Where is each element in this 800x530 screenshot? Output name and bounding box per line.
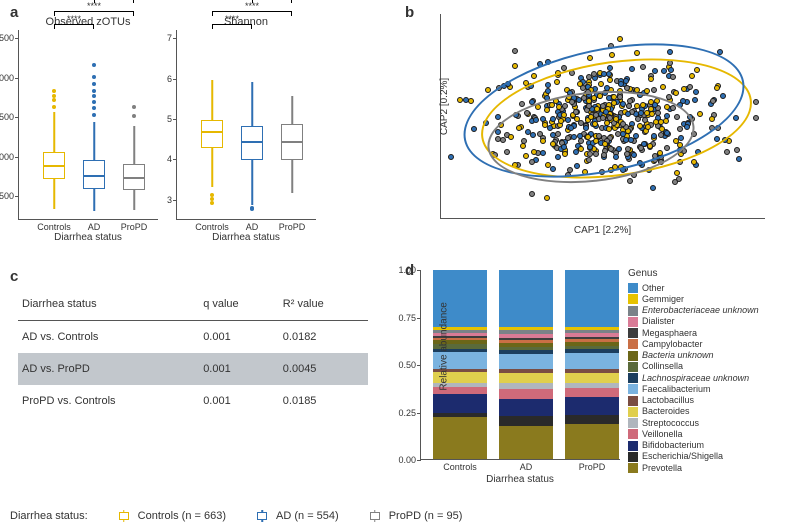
scatter-point	[736, 156, 742, 162]
genus-legend: GenusOtherGemmigerEnterobacteriaceae unk…	[628, 268, 759, 485]
legend-item: Megasphaera	[628, 328, 759, 339]
stacked-bar	[565, 270, 619, 459]
scatter-point	[529, 191, 535, 197]
legend-item: Bacteria unknown	[628, 350, 759, 361]
panel-c: Diarrhea statusq valueR² valueAD vs. Con…	[18, 290, 368, 417]
boxplot-area: 5001000150020002500ControlsADProPD******…	[18, 30, 158, 220]
panel-b-label: b	[405, 4, 414, 21]
legend-item: Bacteroides	[628, 406, 759, 417]
legend-item: Faecalibacterium	[628, 384, 759, 395]
boxplot-group	[117, 29, 151, 219]
boxplot-group	[275, 29, 309, 219]
legend-item: Bifidobacterium	[628, 440, 759, 451]
scatter-point	[544, 195, 550, 201]
legend-item: Gemmiger	[628, 294, 759, 305]
panel-c-label: c	[10, 268, 18, 285]
table-row: AD vs. Controls0.0010.0182	[18, 321, 368, 354]
legend-item: Veillonella	[628, 429, 759, 440]
scatter-point	[617, 36, 623, 42]
scatter-point	[753, 99, 759, 105]
legend-item: Collinsella	[628, 361, 759, 372]
panel-d: 0.000.250.500.751.00ControlsADProPD Rela…	[420, 270, 759, 485]
stacked-bar-plot: 0.000.250.500.751.00ControlsADProPD	[420, 270, 620, 460]
boxplot-group	[37, 29, 71, 219]
scatter-point	[457, 97, 463, 103]
scatter-point	[512, 63, 518, 69]
table-header: q value	[199, 290, 279, 321]
legend-item: Streptococcus	[628, 418, 759, 429]
legend-item: Prevotella	[628, 463, 759, 474]
stack-xlabel: Diarrhea status	[420, 474, 620, 485]
scatter-ylabel: CAP2 [0.2%]	[439, 78, 450, 135]
scatter-point	[512, 48, 518, 54]
status-legend-item: Controls (n = 663)	[116, 508, 226, 524]
panel-b: CAP2 [0.2%] CAP1 [2.2%]	[440, 14, 765, 236]
scatter-point	[672, 179, 678, 185]
status-legend-item: AD (n = 554)	[254, 508, 339, 524]
scatter-xlabel: CAP1 [2.2%]	[440, 225, 765, 236]
scatter-point	[724, 149, 730, 155]
boxplot-swatch-icon	[367, 508, 383, 524]
scatter-point	[734, 147, 740, 153]
scatter-point	[448, 154, 454, 160]
table-row: AD vs. ProPD0.0010.0045	[18, 353, 368, 385]
scatter-point	[753, 115, 759, 121]
legend-item: Enterobacteriaceae unknown	[628, 305, 759, 316]
table-row: ProPD vs. Controls0.0010.0185	[18, 385, 368, 417]
stacked-bar	[499, 270, 553, 459]
legend-item: Escherichia/Shigella	[628, 451, 759, 462]
legend-item: Campylobacter	[628, 339, 759, 350]
boxplot-swatch-icon	[254, 508, 270, 524]
legend-item: Other	[628, 283, 759, 294]
legend-item: Lachnospiraceae unknown	[628, 373, 759, 384]
boxplot-swatch-icon	[116, 508, 132, 524]
boxplot-area: 34567ControlsADProPD********ns	[176, 30, 316, 220]
table-header: R² value	[279, 290, 368, 321]
scatter-point	[674, 170, 680, 176]
table-header: Diarrhea status	[18, 290, 199, 321]
scatter-point	[627, 178, 633, 184]
boxplot-group	[77, 29, 111, 219]
status-legend: Diarrhea status:Controls (n = 663)AD (n …	[10, 508, 790, 524]
legend-item: Dialister	[628, 316, 759, 327]
scatter-point	[691, 159, 697, 165]
legend-item: Lactobacillus	[628, 395, 759, 406]
boxplot-group	[195, 29, 229, 219]
stats-table: Diarrhea statusq valueR² valueAD vs. Con…	[18, 290, 368, 417]
stack-ylabel: Relative abundance	[439, 302, 450, 390]
scatter-plot	[440, 14, 765, 219]
panel-a: Observed zOTUs5001000150020002500Control…	[18, 16, 316, 243]
boxplot-group	[235, 29, 269, 219]
status-legend-item: ProPD (n = 95)	[367, 508, 463, 524]
scatter-point	[650, 185, 656, 191]
scatter-point	[468, 98, 474, 104]
